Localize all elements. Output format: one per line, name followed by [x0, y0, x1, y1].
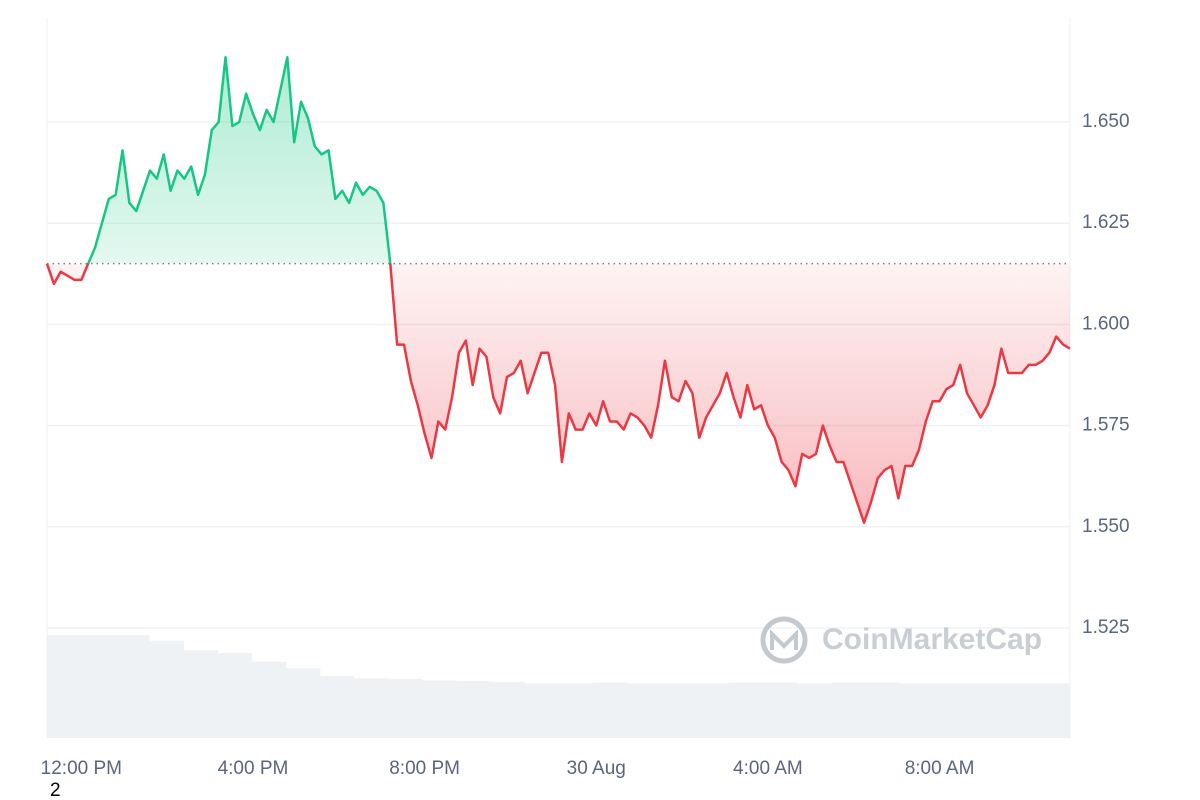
x-tick-label: 4:00 AM — [733, 758, 803, 779]
x-tick-label: 12:00 PM — [41, 758, 122, 779]
y-tick-label: 1.600 — [1082, 313, 1130, 334]
y-tick-label: 1.575 — [1082, 415, 1130, 436]
volume-bar — [626, 683, 662, 738]
volume-bar — [47, 635, 82, 738]
volume-bar — [149, 640, 184, 738]
watermark-text: CoinMarketCap — [822, 623, 1042, 656]
volume-bar — [251, 661, 287, 738]
volume-bar — [865, 682, 900, 738]
volume-bar — [388, 678, 423, 738]
volume-bar — [285, 668, 321, 738]
footnote: 2 — [50, 780, 61, 800]
watermark-logo — [760, 616, 808, 664]
y-tick-label: 1.625 — [1082, 212, 1130, 233]
volume-bar — [115, 635, 150, 738]
volume-bar — [729, 682, 764, 738]
volume-bar — [422, 680, 457, 738]
volume-bar — [81, 635, 116, 738]
y-tick-label: 1.525 — [1082, 617, 1130, 638]
volume-bar — [592, 682, 628, 738]
volume-bar — [1035, 683, 1071, 738]
volume-bar — [490, 681, 525, 738]
volume-bar — [319, 676, 355, 738]
volume-bar — [660, 683, 696, 738]
volume-bar — [183, 650, 218, 738]
y-tick-label: 1.650 — [1082, 111, 1130, 132]
volume-layer — [47, 635, 1071, 738]
volume-bar — [967, 683, 1003, 738]
x-tick-label: 4:00 PM — [218, 758, 289, 779]
y-tick-label: 1.550 — [1082, 516, 1130, 537]
volume-bar — [694, 683, 730, 738]
volume-bar — [797, 683, 832, 738]
x-tick-label: 8:00 AM — [905, 758, 975, 779]
volume-bar — [933, 683, 969, 738]
volume-bar — [899, 683, 935, 738]
volume-bar — [763, 682, 798, 738]
volume-bar — [558, 683, 594, 738]
x-tick-label: 30 Aug — [567, 758, 626, 779]
volume-bar — [831, 682, 866, 738]
watermark: CoinMarketCap — [760, 616, 1042, 664]
volume-bar — [1001, 683, 1037, 738]
price-line — [45, 56, 1071, 524]
price-area — [47, 57, 1070, 523]
volume-bar — [353, 678, 389, 738]
volume-bar — [217, 653, 253, 738]
volume-bar — [456, 681, 491, 738]
x-tick-label: 8:00 PM — [389, 758, 460, 779]
volume-bar — [524, 683, 559, 738]
plot-layer — [45, 56, 1071, 524]
watermark-logo — [770, 629, 798, 650]
